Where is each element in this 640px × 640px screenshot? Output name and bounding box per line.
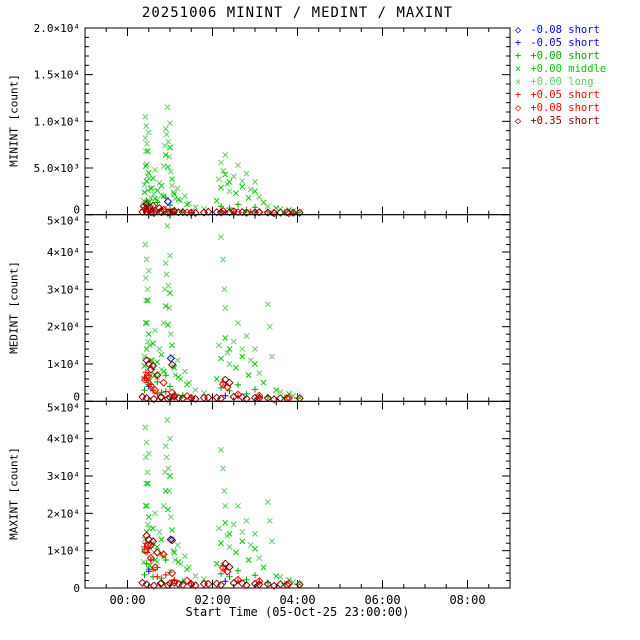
y-tick-label: 2.0×10⁴ (34, 22, 80, 35)
legend-item: ◇ +0.08 short (512, 102, 606, 115)
legend-label: +0.00 long (524, 76, 594, 88)
legend-label: -0.08 short (524, 24, 600, 36)
y-tick-label: 1×10⁴ (47, 358, 80, 371)
y-tick-label: 3×10⁴ (47, 470, 80, 483)
y-tick-label: 5×10⁴ (47, 215, 80, 228)
series-green-x-mid (141, 290, 292, 397)
legend-label: +0.08 short (524, 102, 600, 114)
x-tick-label: 06:00 (364, 593, 400, 607)
y-tick-label: 1×10⁴ (47, 545, 80, 558)
x-tick-label: 04:00 (279, 593, 315, 607)
legend-item: ◇ -0.08 short (512, 24, 606, 37)
series-green-x-mid (141, 473, 292, 583)
diamond-icon: ◇ (514, 115, 522, 127)
series-blue-diamond (163, 197, 173, 206)
y-tick-label: 1.0×10⁴ (34, 115, 80, 128)
data-points-green-x-long (140, 417, 303, 587)
x-tick-label: 00:00 (109, 593, 145, 607)
legend: ◇ -0.08 short + -0.05 short + +0.00 short ×… (512, 24, 606, 128)
legend-label: +0.05 short (524, 89, 600, 101)
y-tick-label: 4×10⁴ (47, 433, 80, 446)
y-tick-label: 2×10⁴ (47, 321, 80, 334)
plus-icon: + (514, 37, 522, 49)
data-points-blue-plus (145, 568, 229, 585)
x-tick-label: 08:00 (449, 593, 485, 607)
y-tick-label: 1.5×10⁴ (34, 69, 80, 82)
chart-title: 20251006 MININT / MEDINT / MAXINT (141, 5, 454, 21)
x-tick-label: 02:00 (194, 593, 230, 607)
diamond-icon: ◇ (514, 102, 522, 114)
y-tick-label: 0 (73, 204, 80, 217)
y-tick-label: 5×10⁴ (47, 401, 80, 414)
data-points-green-x-mid (141, 473, 292, 583)
series-blue-diamond (166, 354, 176, 363)
legend-label: +0.00 short (524, 50, 600, 62)
data-points-dark-diamond (138, 531, 304, 590)
panel-medint: 0 1×10⁴ 2×10⁴ 3×10⁴ 4×10⁴ 5×10⁴ (47, 214, 511, 404)
legend-label: +0.00 middle (524, 63, 607, 75)
data-points-blue-diamond (163, 197, 173, 206)
y-tick-label: 0 (73, 582, 80, 595)
x-icon: × (514, 63, 522, 75)
diamond-icon: ◇ (514, 24, 522, 36)
panel-minint: 0 5.0×10³ 1.0×10⁴ 1.5×10⁴ 2.0×10⁴ (34, 22, 511, 218)
legend-label: +0.35 short (524, 115, 600, 127)
data-points-green-x-mid (141, 144, 292, 213)
y-tick-label: 3×10⁴ (47, 283, 80, 296)
legend-item: × +0.00 long (512, 76, 606, 89)
panel-maxint: 0 1×10⁴ 2×10⁴ 3×10⁴ 4×10⁴ 5×10⁴ (47, 400, 511, 595)
plus-icon: + (514, 89, 522, 101)
legend-item: ◇ +0.35 short (512, 115, 606, 128)
data-points-blue-diamond (166, 354, 176, 363)
plus-icon: + (514, 50, 522, 62)
legend-item: + -0.05 short (512, 37, 606, 50)
legend-label: -0.05 short (524, 37, 600, 49)
legend-item: + +0.05 short (512, 89, 606, 102)
data-points-green-x-mid (141, 290, 292, 397)
x-icon: × (514, 76, 522, 88)
y-tick-label: 2×10⁴ (47, 507, 80, 520)
series-dark-diamond (138, 531, 304, 590)
legend-item: × +0.00 middle (512, 63, 606, 76)
data-points-red-diamond (141, 540, 294, 589)
y-tick-label: 5.0×10³ (34, 162, 80, 175)
legend-item: + +0.00 short (512, 50, 606, 63)
series-blue-plus (145, 568, 229, 585)
series-green-x-mid (141, 144, 292, 213)
x-axis-label: Start Time (05-Oct-25 23:00:00) (185, 605, 410, 619)
series-green-x-long (140, 417, 303, 587)
y-tick-label: 4×10⁴ (47, 246, 80, 259)
y-tick-label: 0 (73, 390, 80, 403)
series-red-diamond (141, 540, 294, 589)
